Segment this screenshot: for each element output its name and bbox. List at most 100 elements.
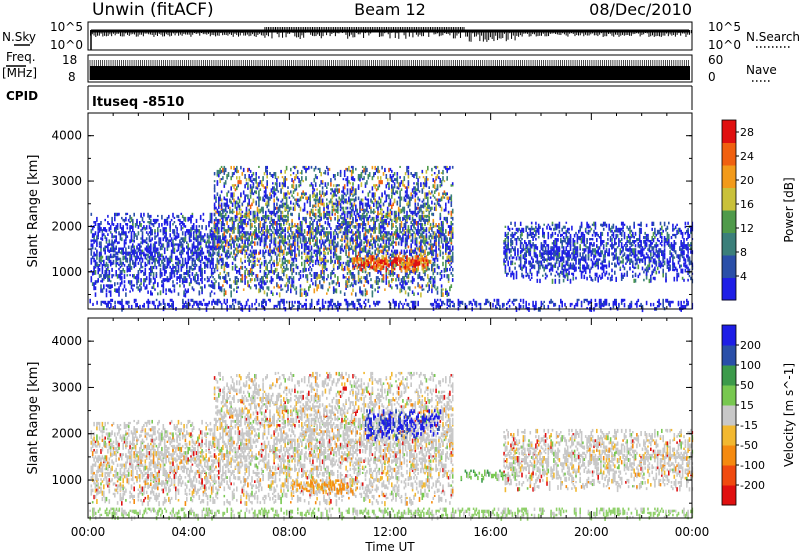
scatter-cell	[199, 231, 202, 235]
scatter-cell	[255, 284, 257, 290]
scatter-cell	[425, 192, 428, 197]
scatter-cell	[114, 216, 116, 222]
scatter-cell	[109, 259, 112, 264]
scatter-cell	[370, 278, 372, 282]
scatter-cell	[163, 231, 166, 235]
scatter-cell	[163, 227, 166, 232]
scatter-cell	[433, 257, 436, 262]
scatter-cell	[123, 284, 126, 289]
scatter-cell	[236, 218, 238, 222]
scatter-cell	[278, 223, 281, 228]
scatter-cell	[368, 190, 371, 194]
scatter-cell	[270, 174, 273, 177]
scatter-cell	[317, 227, 320, 230]
scatter-cell	[241, 233, 244, 237]
scatter-cell	[341, 216, 343, 220]
scatter-cell	[278, 214, 281, 220]
scatter-cell	[356, 208, 358, 214]
scatter-cell	[259, 249, 262, 255]
scatter-cell	[172, 270, 174, 275]
scatter-cell	[413, 292, 415, 296]
scatter-cell	[152, 265, 155, 270]
scatter-cell	[249, 188, 252, 193]
scatter-cell	[433, 249, 436, 252]
scatter-cell	[363, 214, 365, 218]
scatter-cell	[219, 288, 221, 292]
scatter-cell	[414, 286, 417, 289]
scatter-cell	[238, 237, 241, 241]
scatter-cell	[231, 208, 234, 214]
scatter-cell	[199, 267, 202, 272]
scatter-cell	[181, 214, 184, 219]
scatter-cell	[350, 229, 353, 234]
scatter-cell	[323, 206, 325, 212]
scatter-cell	[371, 216, 374, 221]
scatter-cell	[212, 235, 214, 241]
scatter-cell	[199, 235, 202, 238]
scatter-cell	[227, 227, 230, 231]
scatter-cell	[100, 227, 102, 232]
scatter-cell	[265, 202, 267, 206]
scatter-cell	[267, 202, 270, 207]
scatter-cell	[168, 243, 170, 247]
scatter-cell	[352, 176, 354, 181]
scatter-cell	[148, 221, 151, 225]
scatter-cell	[176, 235, 178, 239]
scatter-cell	[104, 263, 106, 268]
scatter-cell	[350, 221, 353, 226]
scatter-cell	[177, 257, 180, 261]
scatter-cell	[288, 245, 291, 251]
scatter-cell	[321, 182, 324, 185]
scatter-cell	[195, 280, 198, 285]
scatter-cell	[385, 223, 388, 226]
scatter-cell	[294, 165, 296, 170]
scatter-cell	[366, 235, 368, 239]
scatter-cell	[195, 239, 198, 242]
scatter-cell	[414, 218, 417, 222]
scatter-cell	[283, 196, 285, 200]
scatter-cell	[299, 284, 302, 288]
scatter-cell	[276, 182, 278, 187]
scatter-cell	[374, 249, 376, 254]
scatter-cell	[364, 231, 367, 236]
scatter-cell	[420, 286, 422, 289]
scatter-cell	[198, 265, 201, 269]
scatter-cell	[223, 231, 226, 236]
scatter-cell	[399, 208, 401, 214]
scatter-cell	[431, 235, 433, 240]
scatter-cell	[367, 210, 370, 214]
scatter-cell	[123, 231, 126, 234]
scatter-cell	[368, 214, 371, 219]
scatter-cell	[378, 229, 381, 234]
scatter-cell	[222, 257, 224, 262]
scatter-cell	[273, 239, 275, 244]
scatter-cell	[292, 180, 295, 184]
scatter-cell	[393, 198, 396, 203]
scatter-cell	[313, 204, 316, 208]
scatter-cell	[151, 229, 153, 234]
scatter-cell	[306, 198, 309, 204]
scatter-cell	[237, 237, 239, 243]
scatter-cell	[312, 221, 314, 226]
scatter-cell	[251, 223, 253, 227]
scatter-cell	[334, 202, 336, 205]
scatter-cell	[287, 288, 289, 292]
scatter-cell	[229, 208, 231, 214]
scatter-cell	[123, 243, 126, 248]
scatter-cell	[332, 245, 335, 251]
scatter-cell	[330, 182, 332, 187]
scatter-cell	[324, 267, 327, 271]
scatter-cell	[226, 202, 228, 208]
scatter-cell	[184, 257, 187, 261]
scatter-cell	[312, 225, 314, 230]
scatter-cell	[100, 288, 102, 293]
scatter-cell	[179, 251, 181, 256]
scatter-cell	[114, 239, 116, 243]
scatter-cell	[231, 265, 234, 271]
scatter-cell	[285, 196, 288, 200]
scatter-cell	[339, 255, 342, 261]
nsky-bottom-tick: 10^0	[50, 38, 83, 52]
scatter-cell	[309, 225, 311, 231]
scatter-cell	[121, 227, 123, 231]
scatter-cell	[267, 261, 270, 264]
